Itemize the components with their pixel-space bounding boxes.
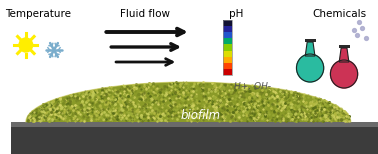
- Polygon shape: [339, 48, 349, 62]
- Bar: [223, 38, 232, 45]
- Circle shape: [19, 38, 33, 52]
- Bar: [305, 39, 316, 42]
- Text: biofilm: biofilm: [180, 109, 220, 122]
- Bar: [223, 63, 232, 69]
- Bar: [223, 51, 232, 57]
- Text: Fluid flow: Fluid flow: [120, 9, 170, 19]
- Polygon shape: [305, 42, 315, 56]
- Text: H+, OH-: H+, OH-: [234, 82, 271, 91]
- Polygon shape: [11, 127, 378, 154]
- Bar: [339, 45, 350, 48]
- Bar: [223, 32, 232, 38]
- Bar: [223, 45, 232, 51]
- Bar: [223, 26, 232, 32]
- Text: Temperature: Temperature: [5, 9, 71, 19]
- Text: Chemicals: Chemicals: [312, 9, 366, 19]
- Polygon shape: [11, 122, 378, 127]
- Circle shape: [330, 60, 358, 88]
- Bar: [223, 20, 232, 75]
- Bar: [223, 20, 232, 26]
- Circle shape: [296, 54, 324, 82]
- Polygon shape: [26, 82, 351, 122]
- Bar: [223, 69, 232, 75]
- Text: pH: pH: [229, 9, 243, 19]
- Bar: [223, 57, 232, 63]
